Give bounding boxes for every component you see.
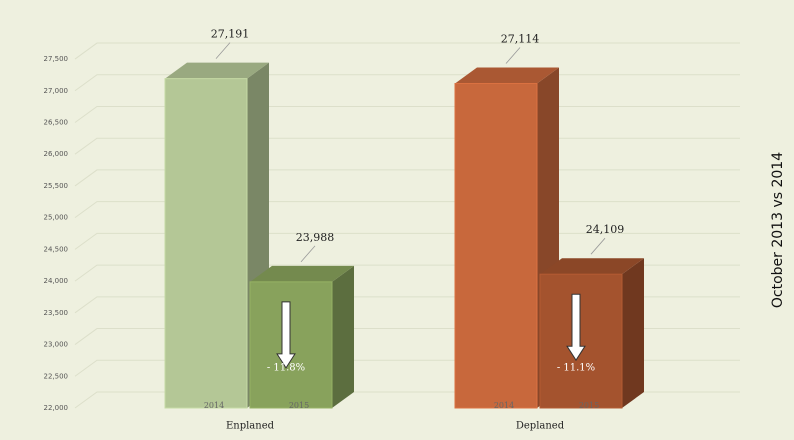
y-tick-label: 25,000 (44, 214, 69, 222)
side-title: October 2013 vs 2014 (770, 152, 786, 308)
bar-top (250, 265, 354, 282)
y-tick-label: 27,000 (44, 87, 69, 95)
bar-top (540, 258, 644, 275)
leader-line (505, 47, 521, 64)
category-label: Enplaned (226, 421, 275, 432)
down-arrow (566, 293, 586, 362)
leader-line (300, 245, 316, 263)
bar-top (455, 67, 559, 84)
grid-line (74, 42, 740, 60)
y-tick-label: 26,500 (44, 118, 69, 126)
bar-front (164, 78, 248, 409)
bar (249, 265, 354, 409)
bar-front (249, 281, 333, 409)
value-label: 24,109 (586, 223, 625, 236)
value-label: 27,191 (211, 28, 250, 41)
change-annotation: - 11.8% (267, 363, 305, 374)
change-annotation: - 11.1% (557, 363, 595, 374)
bar-top (165, 62, 269, 79)
leader-line (590, 237, 606, 255)
y-tick-label: 27,500 (44, 55, 69, 63)
y-tick-label: 25,500 (44, 182, 69, 190)
y-tick-label: 26,000 (44, 150, 69, 158)
y-tick-label: 24,000 (44, 277, 69, 285)
leader-line (215, 42, 231, 59)
y-tick-label: 22,500 (44, 372, 69, 380)
value-label: 27,114 (501, 33, 540, 46)
down-arrow (276, 301, 296, 369)
y-tick-label: 23,500 (44, 309, 69, 317)
bar-side (622, 258, 644, 408)
y-tick-label: 23,000 (44, 341, 69, 349)
y-tick-label: 24,500 (44, 245, 69, 253)
year-label: 2014 (494, 401, 514, 410)
year-label: 2015 (579, 401, 599, 410)
category-label: Deplaned (516, 421, 565, 432)
bar-front (454, 83, 538, 409)
bar-front (539, 273, 623, 409)
bar-side (332, 265, 354, 408)
value-label: 23,988 (296, 231, 335, 244)
y-tick-label: 22,000 (44, 404, 69, 412)
year-label: 2015 (289, 401, 309, 410)
year-label: 2014 (204, 401, 224, 410)
bar (539, 258, 644, 409)
